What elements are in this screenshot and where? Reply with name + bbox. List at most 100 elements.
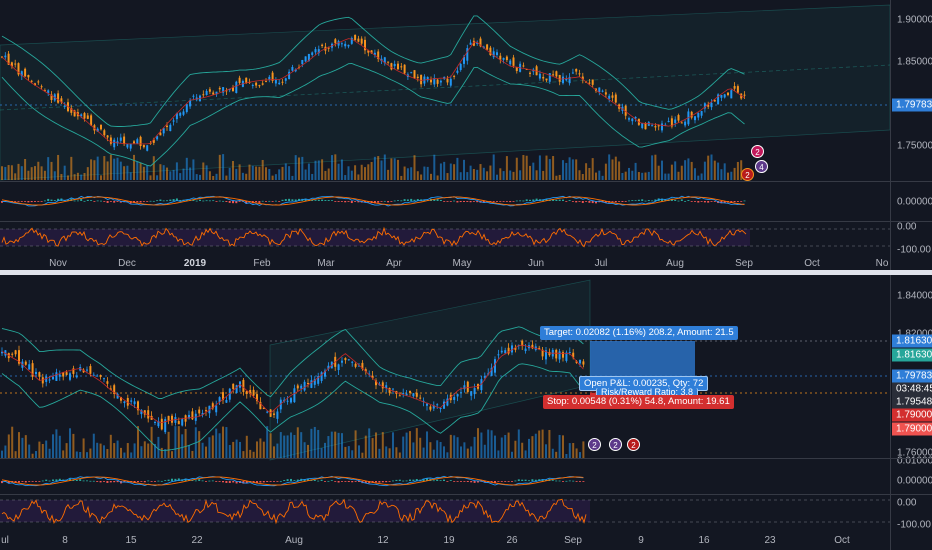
bollinger-lower[interactable]: [1, 363, 584, 452]
volume-bar: [388, 448, 391, 458]
candle-body: [502, 57, 505, 60]
candle-body: [562, 352, 564, 358]
target-zone[interactable]: [590, 341, 695, 376]
entry-price-tag: 1.79548: [892, 395, 932, 409]
macd-histogram-bar: [320, 479, 323, 481]
event-marker[interactable]: 4: [755, 160, 768, 173]
event-marker[interactable]: 2: [609, 438, 622, 451]
macd-histogram-bar: [167, 479, 170, 481]
pane-separator[interactable]: [0, 458, 890, 459]
bottom-chart-canvas[interactable]: [0, 275, 890, 533]
volume-bar: [82, 438, 85, 458]
candle-body: [400, 66, 403, 68]
bollinger-upper[interactable]: [1, 15, 745, 127]
bollinger-lower[interactable]: [1, 63, 745, 167]
top-price-plot[interactable]: [0, 0, 890, 270]
moving-average[interactable]: [1, 38, 745, 145]
target-badge[interactable]: Target: 0.02082 (1.16%) 208.2, Amount: 2…: [540, 326, 738, 340]
macd-histogram-bar: [129, 201, 132, 204]
candle-body: [116, 393, 119, 399]
macd-line[interactable]: [1, 195, 745, 207]
volume-bar: [429, 442, 432, 458]
bollinger-upper[interactable]: [1, 326, 584, 399]
volume-bar: [73, 174, 76, 180]
macd-histogram-bar: [142, 201, 145, 202]
volume-bar: [588, 167, 591, 180]
volume-bar: [604, 163, 607, 180]
macd-histogram-bar: [150, 481, 153, 482]
rsi-line[interactable]: [1, 226, 747, 248]
volume-bar: [245, 435, 248, 458]
pane-separator[interactable]: [0, 221, 890, 222]
macd-histogram-bar: [344, 481, 347, 482]
volume-bar: [562, 160, 564, 180]
candle-body: [405, 393, 408, 396]
macd-histogram-bar: [45, 479, 48, 481]
macd-signal-line[interactable]: [1, 476, 584, 486]
pane-separator[interactable]: [0, 494, 890, 495]
macd-line[interactable]: [1, 475, 584, 487]
top-price-scale[interactable]: 1.90000 1.85000 1.75000 1.79783 0.00000 …: [890, 0, 932, 270]
candle-body: [390, 63, 393, 70]
moving-average[interactable]: [1, 344, 584, 424]
candle-body: [181, 419, 184, 426]
candle-body: [443, 401, 445, 409]
volume-bar: [14, 173, 17, 180]
stop-price-tag: 1.79000: [892, 408, 932, 422]
top-time-axis[interactable]: Nov Dec 2019 Feb Mar Apr May Jun Jul Aug…: [0, 256, 890, 270]
last-bid-tag: 1.81630: [892, 348, 932, 362]
volume-bar: [542, 170, 545, 180]
bottom-time-axis[interactable]: ul 8 15 22 Aug 12 19 26 Sep 9 16 23 Oct: [0, 533, 890, 549]
candle-body: [202, 94, 205, 96]
pane-separator[interactable]: [0, 181, 890, 182]
candle-body: [212, 92, 215, 95]
volume-bar: [519, 170, 522, 180]
bottom-price-plot[interactable]: [0, 275, 890, 550]
volume-bar: [430, 173, 432, 180]
macd-histogram-bar: [466, 481, 469, 482]
candle-body: [413, 70, 416, 79]
top-chart-canvas[interactable]: [0, 0, 890, 254]
event-marker[interactable]: 2: [627, 438, 640, 451]
candle-body: [397, 63, 399, 70]
trend-channel[interactable]: [0, 4, 890, 181]
candle-body: [235, 81, 238, 94]
macd-histogram-bar: [439, 199, 442, 201]
macd-histogram-bar: [143, 481, 146, 483]
volume-bar: [601, 175, 604, 180]
event-marker[interactable]: 2: [588, 438, 601, 451]
macd-histogram-bar: [631, 200, 634, 201]
candle-body: [697, 113, 700, 118]
candle-body: [235, 385, 238, 394]
event-marker[interactable]: 2: [751, 145, 764, 158]
rsi-line[interactable]: [1, 498, 587, 525]
candle-body: [179, 112, 182, 116]
candle-body: [614, 94, 617, 103]
stop-badge[interactable]: Stop: 0.00548 (0.31%) 54.8, Amount: 19.6…: [543, 395, 734, 409]
bottom-chart[interactable]: 1.84000 1.82000 1.76000 1.81630 1.81630 …: [0, 275, 932, 550]
volume-bar: [611, 159, 614, 180]
time-label: Mar: [317, 258, 335, 269]
macd-histogram-bar: [337, 481, 340, 483]
macd-histogram-bar: [473, 481, 476, 483]
bottom-price-scale[interactable]: 1.84000 1.82000 1.76000 1.81630 1.81630 …: [890, 275, 932, 550]
macd-histogram-bar: [494, 481, 496, 484]
event-marker[interactable]: 2: [741, 168, 754, 181]
macd-histogram-bar: [331, 200, 333, 202]
chart-divider[interactable]: [0, 270, 932, 275]
volume-bar: [185, 157, 188, 180]
candle-body: [641, 123, 644, 128]
macd-histogram-bar: [304, 198, 307, 201]
macd-histogram-bar: [585, 201, 588, 202]
candle-body: [258, 85, 261, 87]
volume-bar: [351, 450, 354, 458]
top-chart[interactable]: 1.90000 1.85000 1.75000 1.79783 0.00000 …: [0, 0, 932, 270]
candle-body: [367, 50, 370, 53]
macd-histogram-bar: [76, 200, 79, 202]
candle-body: [604, 92, 607, 95]
macd-histogram-bar: [34, 201, 36, 202]
volume-bar: [406, 168, 409, 180]
candle-body: [466, 381, 469, 392]
candle-body: [515, 67, 518, 71]
macd-signal-line[interactable]: [1, 196, 745, 206]
